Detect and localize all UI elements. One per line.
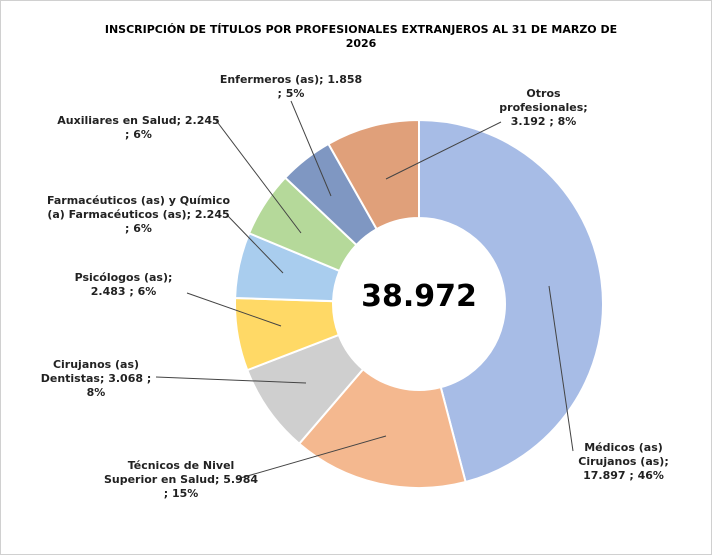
slice-label: Enfermeros (as); 1.858 ; 5% [216, 73, 366, 101]
category-label: Cirujanos (as) Dentistas; [40, 358, 140, 385]
value-label: 1.858 ; 5% [277, 73, 363, 100]
value-label: 2.483 ; 6% [90, 285, 157, 298]
slice-label: Cirujanos (as) Dentistas; 3.068 ; 8% [31, 358, 161, 400]
value-label: 3.192 ; 8% [510, 115, 577, 128]
category-label: Farmacéuticos (as) y Químico (a) Farmacé… [46, 194, 230, 221]
slice-label: Técnicos de Nivel Superior en Salud; 5.9… [101, 459, 261, 501]
donut-slice [297, 367, 467, 489]
category-label: Médicos (as) Cirujanos (as); [578, 441, 669, 468]
category-label: Enfermeros (as); [219, 73, 324, 86]
value-label: 17.897 ; 46% [583, 469, 664, 482]
value-label: 3.068 ; 8% [86, 372, 152, 399]
value-label: 5.984 ; 15% [163, 473, 259, 500]
slice-label: Farmacéuticos (as) y Químico (a) Farmacé… [46, 194, 231, 236]
donut-slice [327, 118, 420, 231]
leader-line [385, 121, 502, 180]
leader-line [186, 292, 282, 327]
leader-line [226, 214, 284, 274]
leader-line [548, 285, 574, 452]
leader-line [290, 100, 332, 197]
slice-label: Médicos (as) Cirujanos (as); 17.897 ; 46… [556, 441, 691, 483]
slice-label: Psicólogos (as); 2.483 ; 6% [71, 271, 176, 299]
slice-label: Otros profesionales; 3.192 ; 8% [481, 87, 606, 129]
category-label: Auxiliares en Salud; [57, 114, 182, 127]
donut-slice [418, 118, 604, 484]
slice-label: Auxiliares en Salud; 2.245 ; 6% [56, 114, 221, 142]
category-label: Técnicos de Nivel Superior en Salud; [103, 459, 235, 486]
center-label: 38.972 [361, 279, 477, 314]
chart-title: INSCRIPCIÓN DE TÍTULOS POR PROFESIONALES… [104, 23, 618, 50]
category-label: Otros profesionales; [499, 87, 588, 114]
value-label: 2.245 ; 6% [125, 208, 230, 235]
leader-line [155, 376, 307, 384]
value-label: 2.245 ; 6% [125, 114, 220, 141]
leader-line [214, 118, 302, 234]
category-label: Psicólogos (as); [74, 271, 173, 284]
leader-line [236, 435, 387, 480]
